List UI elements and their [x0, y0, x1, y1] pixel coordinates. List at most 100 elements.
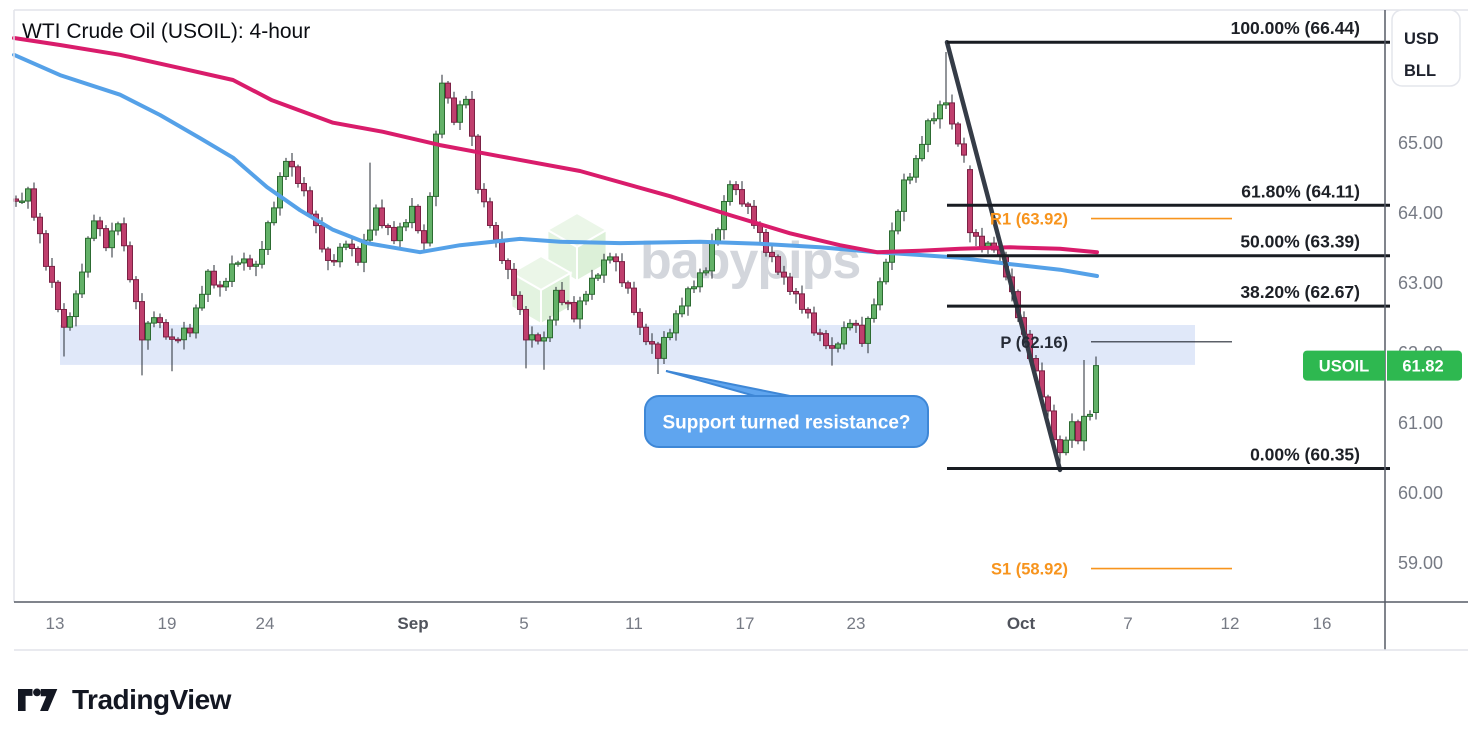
candle-down — [535, 334, 541, 342]
candle-down — [295, 166, 301, 184]
candle-down — [349, 243, 355, 249]
candle-down — [415, 205, 421, 232]
candle-down — [511, 268, 517, 296]
footer: TradingView — [0, 662, 1482, 738]
price-tag-value: 61.82 — [1402, 358, 1443, 376]
candle-down — [775, 256, 781, 273]
candle-down — [331, 259, 337, 263]
candle-down — [811, 312, 817, 334]
price-axis-label[interactable]: 64.00 — [1398, 203, 1443, 223]
candle-down — [247, 258, 253, 267]
unit-box[interactable] — [1391, 9, 1461, 87]
price-chart: babypips 100.00% (66.44)61.80% (64.11)50… — [12, 9, 1468, 651]
candle-down — [649, 341, 655, 345]
candle-down — [487, 201, 493, 226]
candle-down — [421, 230, 427, 244]
candle-up — [871, 304, 877, 319]
candle-down — [97, 220, 103, 230]
time-axis-label[interactable]: 17 — [736, 614, 755, 633]
candle-up — [1069, 421, 1075, 441]
price-axis-label[interactable]: 60.00 — [1398, 483, 1443, 503]
drawings-layer: 100.00% (66.44) 61.80% (64.11) 50.00% (63.… — [944, 18, 1390, 579]
candle-down — [793, 290, 799, 295]
candle-up — [145, 322, 151, 341]
time-axis-label[interactable]: 23 — [847, 614, 866, 633]
candle-up — [919, 143, 925, 160]
ma-slow-pink — [12, 36, 1099, 255]
candle-up — [547, 319, 553, 339]
candle-up — [19, 200, 25, 203]
candle-down — [49, 265, 55, 283]
candle-down — [571, 301, 577, 320]
candle-down — [745, 203, 751, 207]
candle-down — [559, 289, 565, 303]
candle-up — [835, 343, 841, 349]
candle-down — [637, 311, 643, 328]
candle-down — [739, 189, 745, 205]
candle-down — [481, 188, 487, 203]
pivot-label: S1 (58.92) — [991, 561, 1068, 579]
ma-fast-blue — [12, 52, 1099, 278]
support-zone-band[interactable] — [60, 325, 1195, 365]
candle-down — [451, 97, 457, 123]
candle-down — [175, 338, 181, 342]
candle-up — [91, 220, 97, 239]
price-axis-label[interactable]: 63.00 — [1398, 273, 1443, 293]
time-axis-label[interactable]: Oct — [1007, 614, 1036, 633]
candle-down — [961, 143, 967, 156]
candle-up — [577, 300, 583, 320]
candle-up — [403, 222, 409, 228]
candle-up — [79, 271, 85, 295]
candle-up — [595, 274, 601, 279]
time-axis-label[interactable]: 19 — [158, 614, 177, 633]
callout-bubble[interactable] — [644, 395, 929, 448]
candle-up — [589, 277, 595, 295]
time-axis-label[interactable]: Sep — [397, 614, 428, 633]
candle-up — [1063, 439, 1069, 454]
candle-up — [241, 258, 247, 264]
price-tag-value-bg — [1387, 350, 1462, 381]
candle-up — [1087, 413, 1093, 417]
candle-up — [277, 175, 283, 209]
tradingview-logo[interactable]: TradingView — [18, 681, 231, 719]
candle-up — [907, 176, 913, 181]
candle-down — [319, 225, 325, 250]
candle-down — [955, 123, 961, 145]
moving-averages-layer — [12, 36, 1099, 278]
unit-bll-label: BLL — [1404, 62, 1436, 80]
candles-layer — [13, 52, 1099, 469]
candle-down — [625, 282, 631, 289]
candle-up — [259, 248, 265, 265]
candle-up — [427, 195, 433, 244]
candle-down — [565, 301, 571, 305]
price-axis-label[interactable]: 65.00 — [1398, 133, 1443, 153]
candle-down — [325, 248, 331, 261]
time-axis-label[interactable]: 12 — [1221, 614, 1240, 633]
price-axis-label[interactable]: 59.00 — [1398, 553, 1443, 573]
price-tag-symbol: USOIL — [1319, 358, 1369, 376]
candle-up — [601, 259, 607, 276]
candle-up — [673, 313, 679, 334]
candle-down — [43, 233, 49, 267]
time-axis-label[interactable]: 7 — [1123, 614, 1132, 633]
candle-down — [37, 216, 43, 235]
time-axis-label[interactable]: 5 — [519, 614, 528, 633]
candle-up — [661, 336, 667, 359]
time-axis-label[interactable]: 11 — [625, 614, 643, 633]
price-axis-label[interactable]: 61.00 — [1398, 413, 1443, 433]
candle-up — [181, 327, 187, 341]
candle-up — [931, 118, 937, 122]
candle-down — [787, 276, 793, 292]
candle-up — [901, 179, 907, 212]
candle-down — [61, 308, 67, 328]
time-axis-label[interactable]: 24 — [256, 614, 275, 633]
candle-down — [799, 293, 805, 310]
candle-down — [781, 271, 787, 278]
candle-up — [373, 207, 379, 231]
time-axis-label[interactable]: 16 — [1313, 614, 1332, 633]
candle-up — [235, 262, 241, 265]
candle-up — [679, 305, 685, 315]
candle-up — [193, 307, 199, 334]
time-axis-label[interactable]: 13 — [46, 614, 65, 633]
